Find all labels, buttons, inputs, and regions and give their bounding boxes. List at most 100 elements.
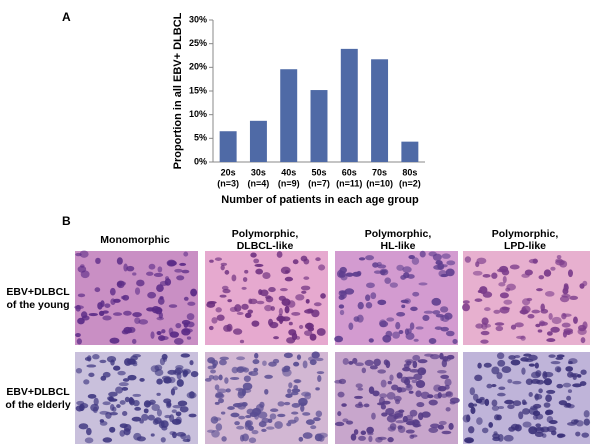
nucleus	[497, 392, 506, 397]
bar	[340, 48, 358, 162]
nucleus	[267, 418, 273, 423]
nucleus	[386, 414, 397, 423]
nucleus	[248, 425, 254, 431]
nucleus	[307, 326, 315, 332]
nucleus	[287, 388, 292, 394]
nucleus	[102, 315, 112, 321]
nucleus	[466, 414, 471, 422]
nucleus	[431, 297, 442, 306]
nucleus	[298, 324, 304, 330]
nucleus	[84, 437, 94, 444]
nucleus	[420, 391, 430, 400]
nucleus	[253, 367, 259, 373]
nucleus	[164, 278, 172, 286]
nucleus	[353, 429, 359, 435]
nucleus	[102, 401, 111, 406]
nucleus	[291, 388, 301, 393]
nucleus	[580, 369, 587, 375]
nucleus	[244, 269, 249, 274]
nucleus	[387, 437, 394, 443]
nucleus	[556, 254, 562, 259]
histology-image	[75, 352, 199, 444]
nucleus	[113, 365, 121, 371]
nucleus	[258, 421, 267, 428]
nucleus	[404, 359, 415, 364]
nucleus	[290, 391, 299, 396]
nucleus	[400, 275, 407, 280]
nucleus	[364, 359, 374, 367]
nucleus	[153, 272, 164, 278]
nucleus	[75, 333, 81, 338]
nucleus	[528, 426, 538, 435]
nucleus	[397, 387, 407, 393]
nucleus	[225, 388, 231, 393]
nucleus	[86, 364, 97, 368]
nucleus	[97, 302, 103, 310]
bar	[401, 141, 419, 162]
nucleus	[132, 312, 142, 318]
nucleus	[501, 306, 511, 311]
nucleus	[417, 367, 427, 376]
nucleus	[141, 413, 149, 421]
nucleus	[432, 310, 441, 315]
nucleus	[273, 336, 279, 340]
nucleus	[501, 366, 512, 374]
nucleus	[116, 257, 123, 265]
nucleus	[423, 310, 434, 314]
nucleus	[303, 276, 310, 280]
nucleus	[81, 315, 90, 321]
nucleus	[334, 379, 343, 384]
nucleus	[270, 306, 275, 311]
x-tick-sublabel: (n=10)	[366, 178, 393, 188]
nucleus	[361, 367, 367, 374]
histology-image	[462, 251, 590, 345]
nucleus	[556, 383, 564, 389]
nucleus	[444, 312, 453, 320]
nucleus	[300, 405, 305, 412]
nucleus	[452, 338, 458, 345]
x-tick-sublabel: (n=7)	[308, 178, 330, 188]
nucleus	[209, 259, 214, 263]
nucleus	[296, 354, 302, 360]
nucleus	[252, 359, 260, 365]
row-header: of the young	[7, 299, 70, 311]
nucleus	[508, 426, 516, 432]
nucleus	[437, 262, 445, 271]
nucleus	[145, 401, 154, 406]
nucleus	[216, 314, 225, 321]
nucleus	[288, 382, 293, 389]
nucleus	[562, 313, 572, 317]
nucleus	[354, 395, 363, 399]
nucleus	[372, 262, 379, 268]
histology-image	[462, 352, 591, 444]
nucleus	[495, 325, 504, 332]
nucleus	[280, 266, 291, 275]
nucleus	[546, 389, 556, 394]
nucleus	[341, 403, 347, 407]
nucleus	[502, 276, 507, 284]
nucleus	[532, 410, 541, 417]
nucleus	[429, 354, 440, 360]
nucleus	[134, 317, 141, 325]
nucleus	[277, 413, 286, 418]
nucleus	[528, 363, 535, 367]
nucleus	[183, 251, 189, 257]
nucleus	[497, 359, 506, 367]
nucleus	[338, 290, 347, 294]
nucleus	[496, 352, 505, 360]
nucleus	[525, 378, 533, 385]
nucleus	[472, 393, 479, 401]
nucleus	[177, 400, 188, 407]
column-header: Polymorphic,	[365, 228, 432, 240]
nucleus	[214, 257, 222, 261]
nucleus	[277, 401, 285, 407]
nucleus	[251, 320, 260, 327]
nucleus	[476, 257, 487, 265]
nucleus	[572, 383, 582, 388]
nucleus	[417, 412, 424, 421]
nucleus	[123, 428, 131, 436]
nucleus	[360, 430, 367, 436]
nucleus	[344, 288, 355, 295]
nucleus	[119, 423, 128, 429]
nucleus	[268, 287, 276, 293]
